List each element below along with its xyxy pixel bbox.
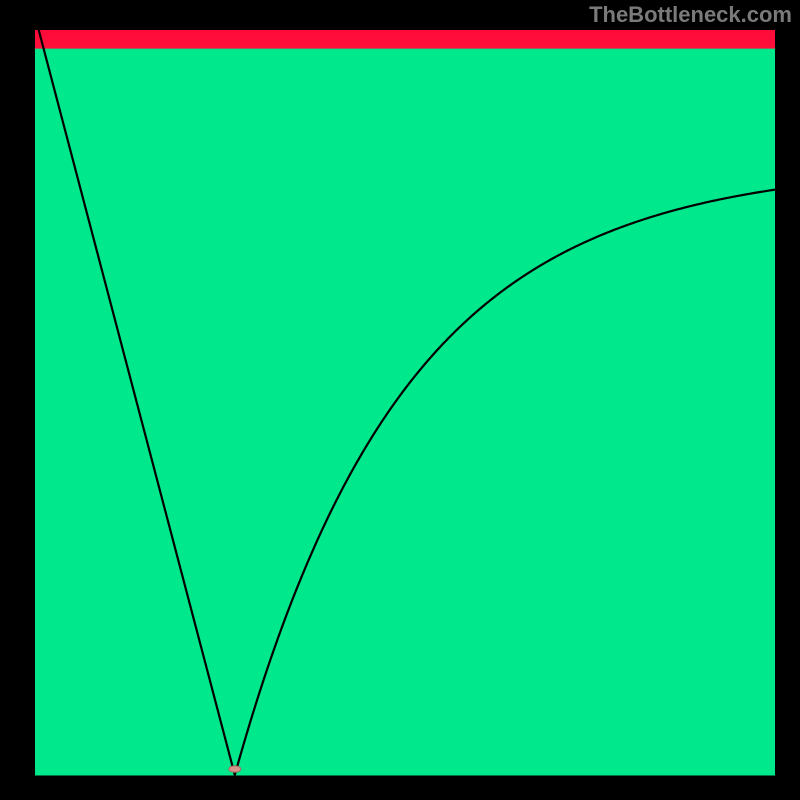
min-marker bbox=[229, 766, 241, 772]
green-band bbox=[35, 49, 775, 776]
watermark-text: TheBottleneck.com bbox=[589, 2, 792, 28]
